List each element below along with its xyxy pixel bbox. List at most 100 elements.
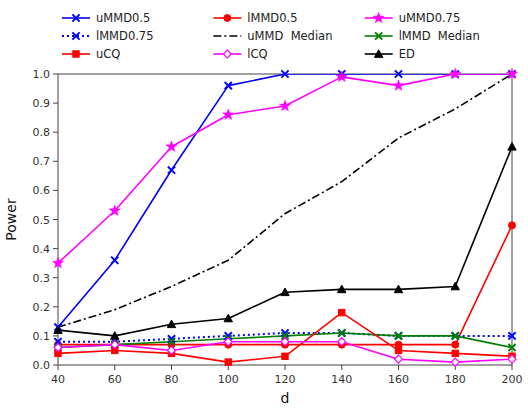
legend-marker xyxy=(72,32,79,39)
series-marker xyxy=(395,347,401,353)
y-tick-label: 0.1 xyxy=(33,330,51,343)
legend-marker xyxy=(224,15,231,22)
x-axis-label: d xyxy=(281,390,290,406)
y-tick-label: 0.9 xyxy=(33,97,51,110)
legend-swatch xyxy=(213,36,241,37)
legend-label: uMMD0.75 xyxy=(399,11,461,25)
series-marker xyxy=(394,285,402,293)
legend-swatch xyxy=(365,50,393,58)
y-tick xyxy=(53,219,58,220)
y-tick xyxy=(53,335,58,336)
legend-swatch xyxy=(365,32,393,39)
y-tick-label: 0.7 xyxy=(33,155,51,168)
y-tick xyxy=(53,74,58,75)
legend-swatch xyxy=(62,51,90,57)
legend-label: lMMD0.5 xyxy=(247,11,297,25)
y-tick-label: 0.8 xyxy=(33,126,51,139)
series-marker xyxy=(451,282,459,290)
y-tick xyxy=(53,306,58,307)
series-marker xyxy=(224,338,232,346)
y-tick-label: 0.0 xyxy=(33,359,51,372)
legend-swatch xyxy=(62,32,90,39)
y-tick-label: 0.3 xyxy=(33,272,51,285)
legend-line xyxy=(213,35,241,37)
series-line xyxy=(58,147,512,336)
x-tick-label: 60 xyxy=(108,373,122,386)
plot-frame xyxy=(58,74,512,365)
series-marker xyxy=(452,332,459,339)
x-tick-label: 80 xyxy=(165,373,179,386)
x-tick-label: 180 xyxy=(445,373,466,386)
y-tick xyxy=(53,190,58,191)
series-marker xyxy=(111,257,118,264)
x-tick xyxy=(512,365,513,370)
series-marker xyxy=(54,326,62,334)
series-marker xyxy=(52,257,63,267)
series-marker xyxy=(279,100,290,110)
series-marker xyxy=(393,80,404,90)
series-marker xyxy=(225,82,232,89)
series-line xyxy=(58,74,512,327)
x-tick-label: 100 xyxy=(218,373,239,386)
x-tick xyxy=(285,365,286,370)
series-line xyxy=(58,225,512,344)
legend-label: uMMD0.5 xyxy=(96,11,150,25)
x-tick-label: 160 xyxy=(388,373,409,386)
series-marker xyxy=(395,70,402,77)
series-marker xyxy=(167,320,175,328)
legend-swatch xyxy=(213,15,241,22)
axis-ticks: 4060801001201401601802000.00.10.20.30.40… xyxy=(33,68,523,386)
y-tick-label: 0.2 xyxy=(33,301,51,314)
series-marker xyxy=(338,329,345,336)
series-marker xyxy=(223,109,234,119)
series-marker xyxy=(508,143,516,151)
series-marker xyxy=(508,332,515,339)
legend-label: lMMD Median xyxy=(399,29,480,43)
x-tick xyxy=(114,365,115,370)
legend-label: ED xyxy=(399,47,415,61)
x-tick-label: 120 xyxy=(275,373,296,386)
y-tick-label: 0.6 xyxy=(33,184,51,197)
series-marker xyxy=(338,285,346,293)
legend-label: lMMD0.75 xyxy=(96,29,154,43)
legend-marker xyxy=(72,14,79,21)
y-tick-label: 0.5 xyxy=(33,214,51,227)
series-marker xyxy=(395,332,402,339)
series-marker xyxy=(168,346,176,354)
series-marker xyxy=(168,166,175,173)
series-marker xyxy=(168,338,175,345)
series-marker xyxy=(336,71,347,81)
legend-label: uMMD Median xyxy=(247,29,332,43)
series-marker xyxy=(506,68,517,78)
x-tick-label: 200 xyxy=(502,373,523,386)
legend-marker xyxy=(223,50,231,58)
y-tick xyxy=(53,132,58,133)
series-marker xyxy=(395,332,402,339)
series-marker xyxy=(281,338,289,346)
y-tick xyxy=(53,103,58,104)
legend-marker xyxy=(374,50,382,58)
series-marker xyxy=(281,288,289,296)
series-marker xyxy=(509,222,516,229)
series-marker xyxy=(452,350,458,356)
series-marker xyxy=(338,338,346,346)
series-marker xyxy=(166,141,177,151)
lines xyxy=(58,74,512,362)
chart: 4060801001201401601802000.00.10.20.30.40… xyxy=(0,0,528,413)
series-marker xyxy=(339,309,345,315)
y-tick xyxy=(53,277,58,278)
legend-label: lCQ xyxy=(247,47,267,61)
series-marker xyxy=(338,329,345,336)
y-tick xyxy=(53,365,58,366)
x-tick-label: 40 xyxy=(51,373,65,386)
series-line xyxy=(58,313,512,362)
series-marker xyxy=(225,359,231,365)
y-tick xyxy=(53,161,58,162)
y-tick-label: 0.4 xyxy=(33,243,51,256)
legend: uMMD0.5 lMMD0.5 uMMD0.75 lMMD0.75 uMMD Media… xyxy=(62,11,480,61)
x-tick xyxy=(398,365,399,370)
y-tick-label: 1.0 xyxy=(33,68,51,81)
series-marker xyxy=(111,332,119,340)
legend-marker xyxy=(373,12,384,22)
x-tick xyxy=(171,365,172,370)
